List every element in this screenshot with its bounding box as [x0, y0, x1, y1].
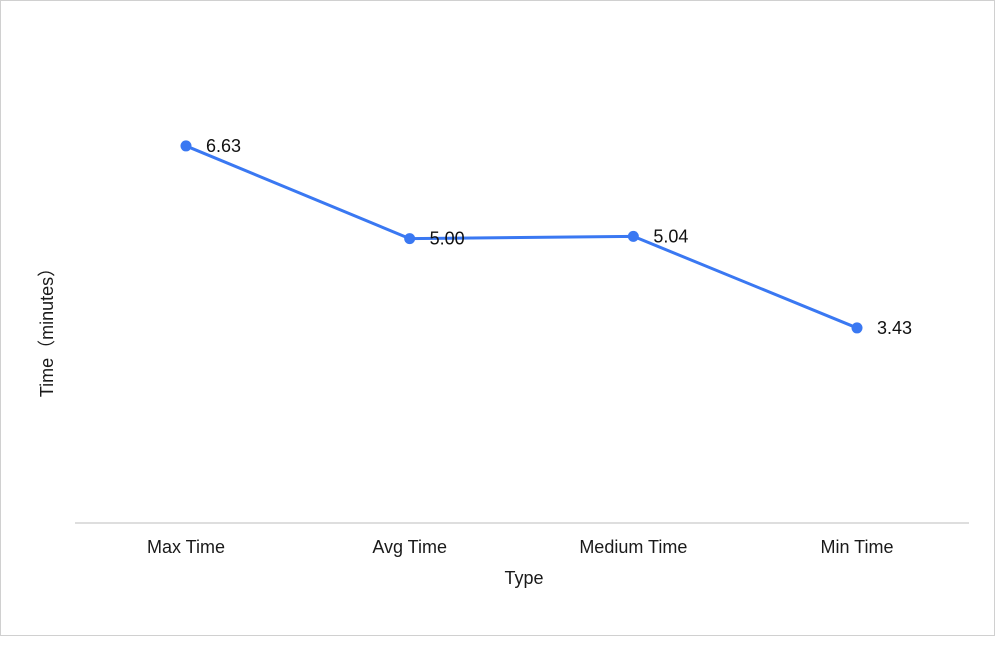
- data-label: 5.04: [653, 226, 688, 246]
- x-tick-label: Max Time: [147, 537, 225, 557]
- chart-frame: 6.63 5.00 5.04 3.43 Max Time Avg Time Medium …: [0, 0, 995, 636]
- x-tick-label: Medium Time: [579, 537, 687, 557]
- data-label: 5.00: [430, 229, 465, 249]
- data-point[interactable]: [404, 233, 416, 245]
- data-point[interactable]: [627, 230, 639, 242]
- series-line: [185, 144, 858, 330]
- x-tick-label: Min Time: [821, 537, 894, 557]
- y-axis-title: Time（minutes）: [37, 259, 57, 397]
- data-point[interactable]: [851, 322, 863, 334]
- data-label: 3.43: [877, 318, 912, 338]
- data-point[interactable]: [180, 140, 192, 152]
- data-label: 6.63: [206, 136, 241, 156]
- x-tick-label: Avg Time: [372, 537, 447, 557]
- x-axis-title: Type: [504, 568, 543, 588]
